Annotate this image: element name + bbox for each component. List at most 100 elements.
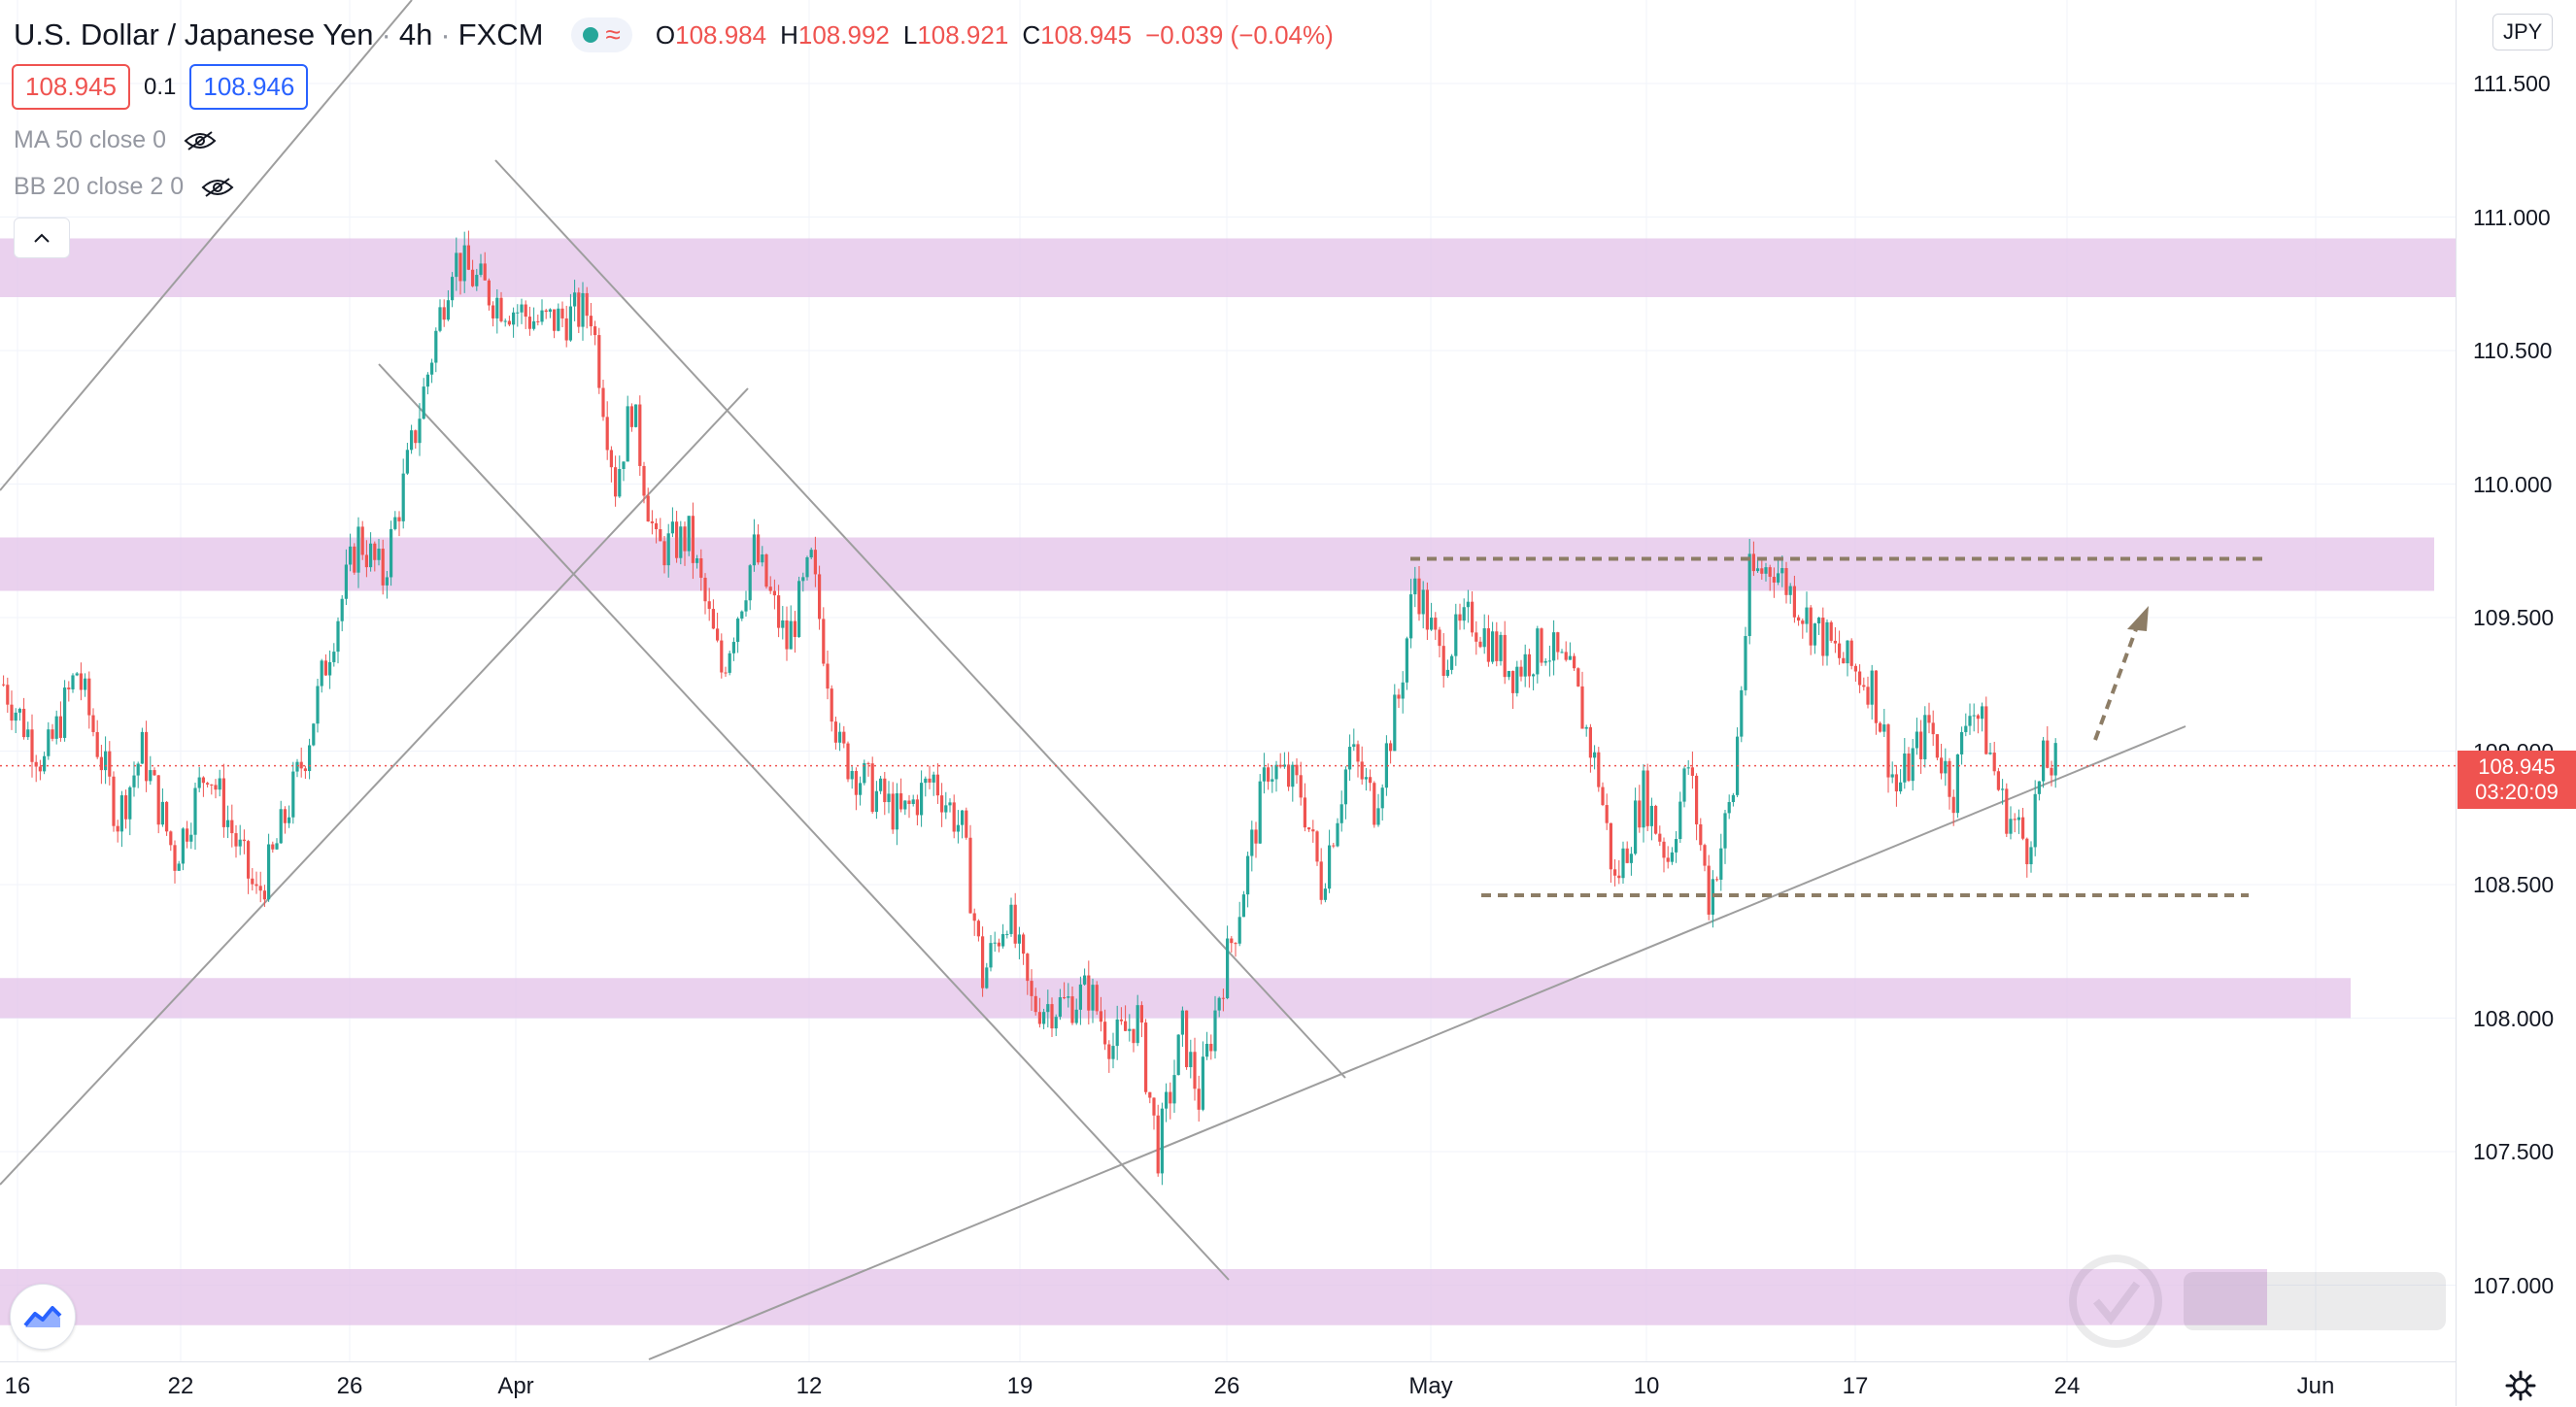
eye-off-icon[interactable] xyxy=(184,130,217,151)
candle-326 xyxy=(1332,842,1336,849)
candle-473 xyxy=(1931,710,1935,747)
delayed-data-icon: ≈ xyxy=(605,19,621,50)
candle-300 xyxy=(1226,925,1230,1000)
timeframe[interactable]: 4h xyxy=(398,17,433,51)
time-tick-10: 24 xyxy=(2053,1373,2081,1399)
candle-434 xyxy=(1772,567,1776,598)
candle-250 xyxy=(1022,932,1026,965)
candle-362 xyxy=(1478,636,1482,649)
candle-221 xyxy=(903,800,907,816)
time-axis[interactable] xyxy=(0,1361,2456,1407)
candle-259 xyxy=(1058,988,1062,1021)
candle-28 xyxy=(116,820,119,843)
candle-51 xyxy=(210,784,214,795)
candle-93 xyxy=(381,539,385,595)
candle-127 xyxy=(520,298,524,324)
trendline-4 xyxy=(648,725,2186,1360)
candle-467 xyxy=(1907,747,1911,783)
candle-183 xyxy=(748,563,752,611)
candle-13 xyxy=(54,710,58,745)
candle-148 xyxy=(605,401,609,460)
indicator-bb[interactable]: BB 20 close 2 0 xyxy=(14,173,234,201)
eye-off-icon[interactable] xyxy=(201,177,234,198)
candle-375 xyxy=(1532,673,1536,690)
candle-339 xyxy=(1384,735,1388,796)
candle-131 xyxy=(536,314,540,326)
candle-258 xyxy=(1054,1014,1058,1036)
candle-232 xyxy=(948,798,952,813)
candle-432 xyxy=(1764,562,1768,582)
candle-406 xyxy=(1658,825,1662,847)
candle-426 xyxy=(1740,686,1744,743)
candle-273 xyxy=(1115,1005,1119,1060)
candle-3 xyxy=(14,708,17,734)
candle-187 xyxy=(764,553,768,589)
candle-405 xyxy=(1654,804,1658,835)
candle-121 xyxy=(495,288,499,334)
candle-126 xyxy=(516,304,520,327)
candle-135 xyxy=(553,309,557,339)
symbol-name[interactable]: U.S. Dollar / Japanese Yen xyxy=(14,17,374,51)
candle-449 xyxy=(1833,627,1837,653)
candle-292 xyxy=(1193,1037,1197,1101)
candle-271 xyxy=(1107,1040,1111,1073)
candle-237 xyxy=(968,824,972,914)
candle-81 xyxy=(332,643,336,667)
candle-236 xyxy=(965,807,968,840)
tradingview-logo[interactable] xyxy=(10,1284,76,1350)
candle-128 xyxy=(524,300,527,329)
candle-321 xyxy=(1311,820,1315,843)
candle-295 xyxy=(1205,1031,1209,1060)
candle-418 xyxy=(1707,854,1711,921)
candle-343 xyxy=(1401,671,1405,714)
candle-223 xyxy=(911,794,915,807)
candle-440 xyxy=(1797,615,1801,626)
zone-3 xyxy=(0,1269,2267,1325)
time-tick-2: 26 xyxy=(336,1373,363,1399)
candle-4 xyxy=(17,707,21,721)
currency-badge[interactable]: JPY xyxy=(2492,14,2554,50)
gear-icon[interactable] xyxy=(2504,1369,2537,1402)
candle-231 xyxy=(944,791,948,820)
price-axis[interactable] xyxy=(2456,0,2576,1406)
candle-444 xyxy=(1813,622,1816,654)
candle-92 xyxy=(377,538,381,566)
candle-460 xyxy=(1879,721,1882,733)
candle-206 xyxy=(842,725,846,749)
candle-385 xyxy=(1573,653,1576,672)
candle-487 xyxy=(1988,742,1992,755)
indicator-ma[interactable]: MA 50 close 0 xyxy=(14,126,217,154)
watermark-logo xyxy=(2069,1255,2446,1348)
candle-171 xyxy=(699,549,703,591)
candle-438 xyxy=(1788,583,1792,604)
candle-480 xyxy=(1960,726,1964,765)
candle-160 xyxy=(655,518,659,544)
candle-319 xyxy=(1303,783,1306,832)
candle-219 xyxy=(895,783,898,846)
candle-305 xyxy=(1246,852,1250,908)
candle-142 xyxy=(581,282,585,341)
candle-141 xyxy=(577,287,581,333)
candle-437 xyxy=(1784,561,1788,604)
candle-125 xyxy=(512,307,516,338)
candle-19 xyxy=(79,662,83,701)
price-tick-9: 107.000 xyxy=(2473,1272,2555,1298)
candle-255 xyxy=(1042,1008,1046,1029)
buy-price-button[interactable]: 108.946 xyxy=(189,64,309,110)
collapse-legend-button[interactable] xyxy=(14,218,70,258)
trendline-2 xyxy=(494,159,1346,1079)
market-status-badge[interactable]: ≈ xyxy=(570,17,632,52)
candle-290 xyxy=(1185,1010,1189,1070)
candle-132 xyxy=(540,299,544,325)
price-tick-4: 109.500 xyxy=(2473,605,2555,630)
candle-67 xyxy=(275,838,279,851)
candle-370 xyxy=(1511,670,1515,710)
candle-280 xyxy=(1144,1019,1148,1095)
candle-441 xyxy=(1801,619,1805,639)
candle-299 xyxy=(1221,988,1225,1012)
sell-price-button[interactable]: 108.945 xyxy=(12,64,130,110)
candles xyxy=(2,230,2057,1186)
candle-117 xyxy=(479,253,483,278)
candle-186 xyxy=(761,546,764,567)
